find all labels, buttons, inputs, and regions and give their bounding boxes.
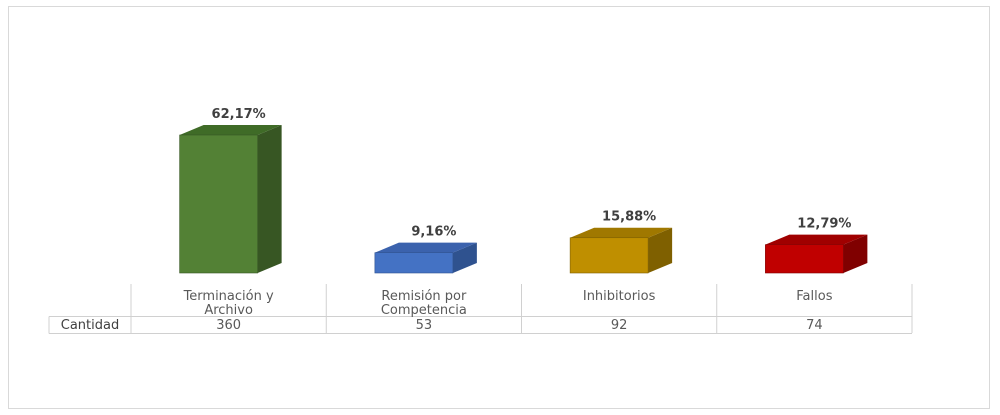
data-label-0: 62,17% [212,107,266,122]
data-label-2: 15,88% [602,210,656,225]
category-label-0: Terminación y Archivo [183,289,274,318]
table-value-2: 92 [611,318,628,333]
category-label-1: Remisión por Competencia [381,289,467,318]
bar-0 [179,125,282,274]
table-row-label: Cantidad [61,318,119,333]
bar-side-2 [648,227,673,273]
bar-1 [374,242,477,274]
bar-top-2 [570,227,673,238]
bar-side-0 [257,125,282,273]
bar-front-2 [569,237,649,274]
bar-side-1 [452,242,477,273]
bar-front-1 [374,252,454,274]
bar-side-3 [843,234,868,273]
data-label-3: 12,79% [797,217,851,232]
data-label-1: 9,16% [411,225,456,240]
bar-2 [569,227,673,274]
bars-group [179,125,868,274]
bar-top-3 [765,234,868,245]
bar-front-3 [765,244,844,274]
bar-3 [765,234,868,274]
category-label-2: Inhibitorios [583,289,656,304]
data-labels-group: 62,17% 9,16% 15,88% 12,79% [212,107,852,240]
bar-top-1 [374,242,477,253]
bar-top-0 [179,125,282,135]
category-label-3: Fallos [796,289,832,304]
chart-frame: 62,17% 9,16% 15,88% 12,79% Terminación y Arc… [8,6,990,409]
bar-front-0 [179,134,258,274]
table-value-1: 53 [416,318,433,333]
table-value-0: 360 [216,318,241,333]
table-value-3: 74 [806,318,823,333]
bar-chart: 62,17% 9,16% 15,88% 12,79% Terminación y Arc… [48,107,913,334]
